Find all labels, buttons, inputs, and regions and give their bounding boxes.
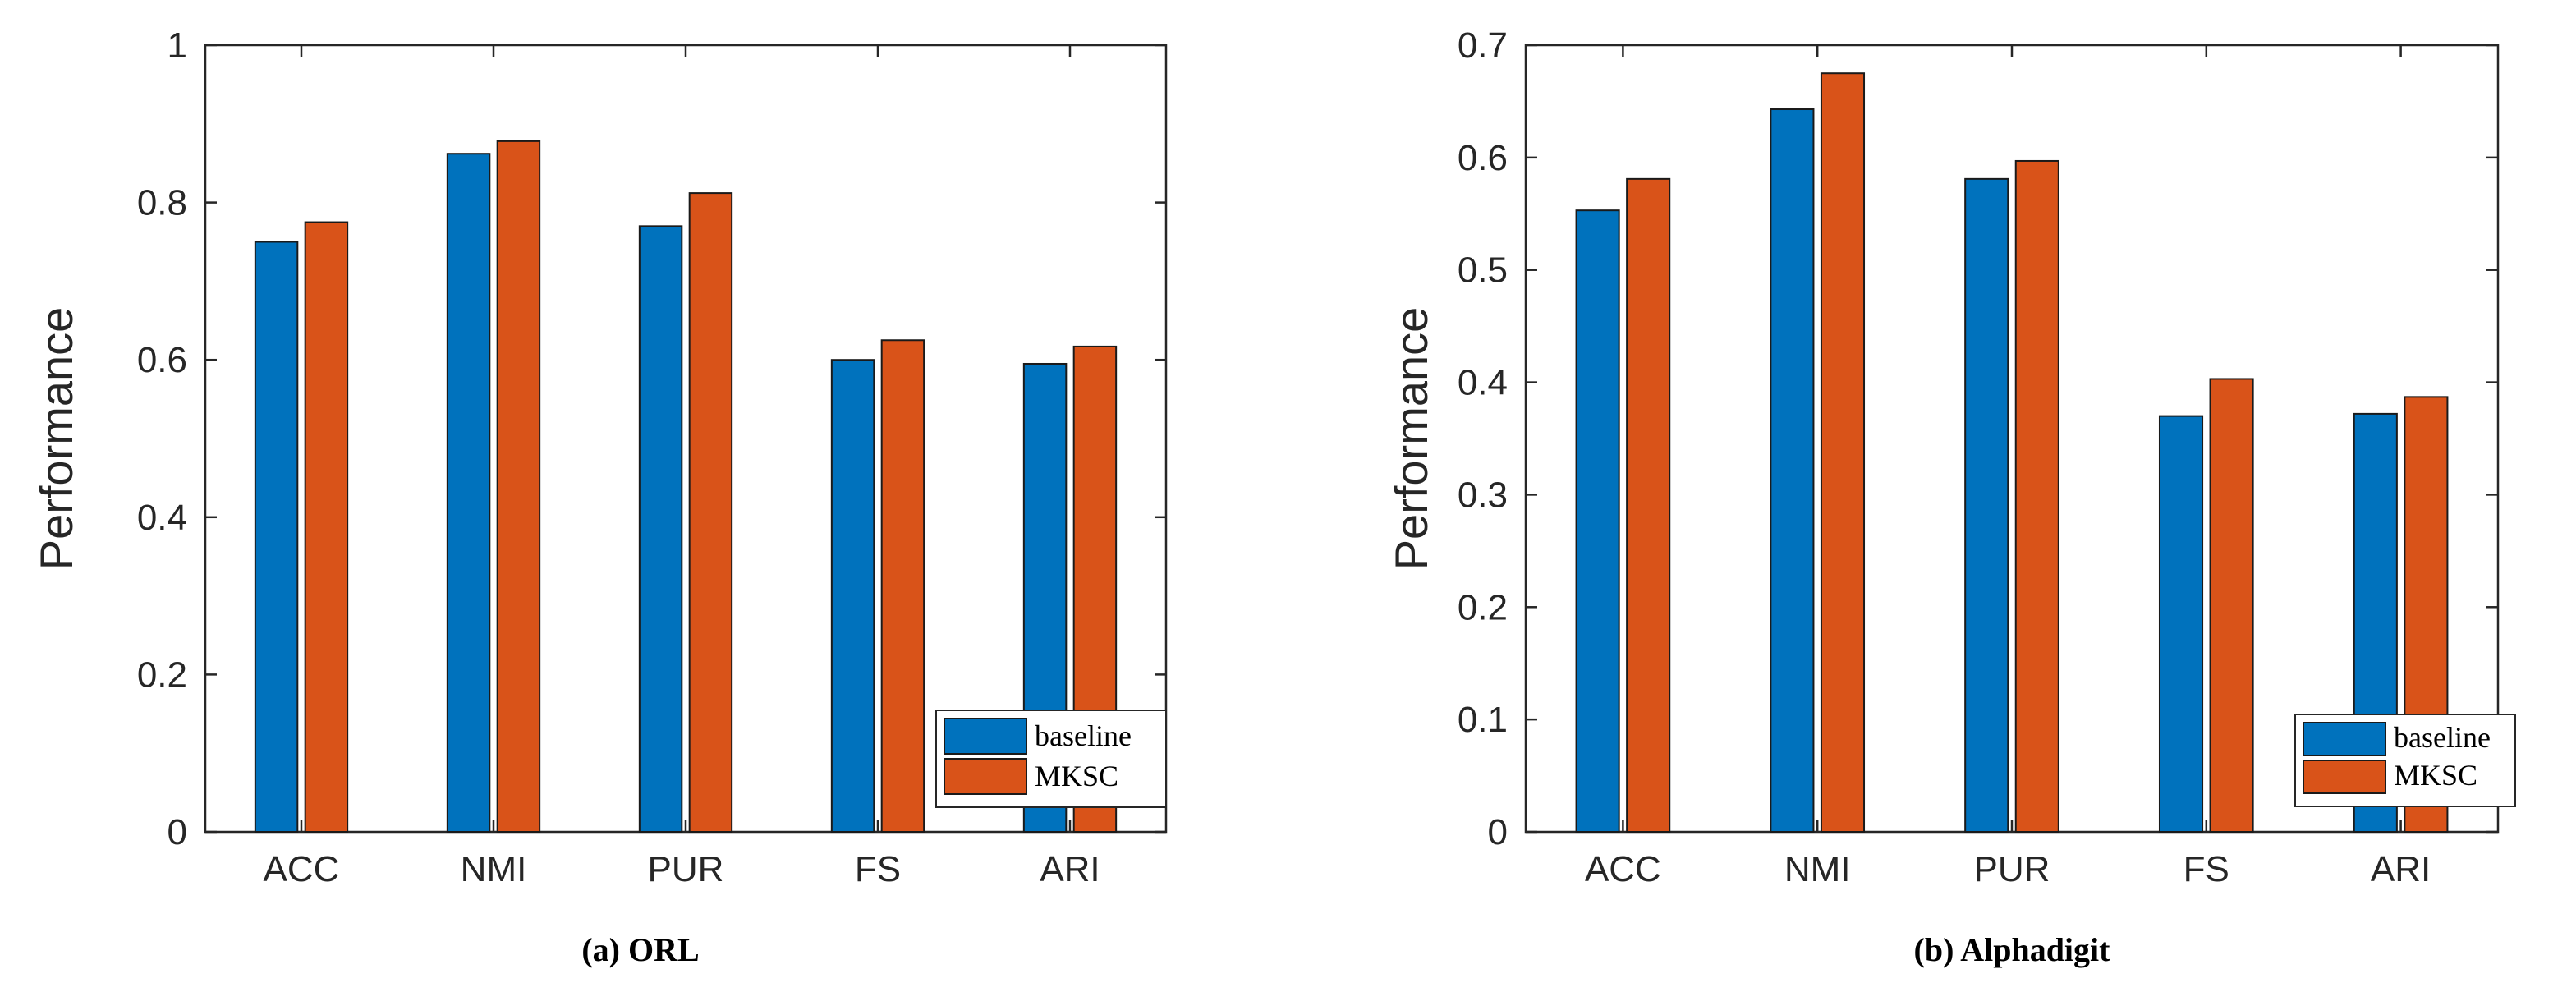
x-tick-label-ari: ARI: [2371, 849, 2431, 889]
y-tick-label: 0.6: [1458, 138, 1508, 178]
bar-baseline-nmi: [446, 153, 491, 834]
y-tick-label: 0.4: [137, 498, 187, 538]
y-tick-label: 0: [168, 812, 187, 852]
bar-baseline-acc: [1575, 209, 1620, 833]
legend-label-baseline: baseline: [1035, 719, 1132, 752]
y-tick-label: 0.4: [1458, 363, 1508, 403]
y-tick-label: 0.7: [1458, 25, 1508, 66]
x-tick-label-fs: FS: [2183, 849, 2229, 889]
legend-swatch-baseline: [2303, 722, 2386, 756]
bar-mksc-fs: [2209, 378, 2254, 834]
y-tick-label: 0.5: [1458, 250, 1508, 291]
y-tick-label: 0.6: [137, 340, 187, 380]
legend-swatch-baseline: [944, 718, 1027, 755]
legend-label-mksc: MKSC: [1035, 760, 1118, 792]
x-tick-label-acc: ACC: [1585, 849, 1661, 889]
legend-label-baseline: baseline: [2394, 721, 2491, 754]
y-tick-label: 1: [168, 25, 187, 66]
bar-mksc-fs: [880, 339, 925, 833]
y-tick-label: 0.8: [137, 183, 187, 223]
x-tick-label-nmi: NMI: [1784, 849, 1851, 889]
x-tick-label-pur: PUR: [648, 849, 724, 889]
legend-swatch-mksc: [944, 758, 1027, 795]
bar-mksc-nmi: [496, 140, 541, 834]
y-tick-label: 0.2: [1458, 587, 1508, 627]
bar-mksc-pur: [2014, 159, 2059, 834]
bar-baseline-nmi: [1770, 108, 1815, 834]
chart-panel-2: 0 0.1 0.2 0.3 0.4 0.5 0.6 0.7 Performance ACC NMI P…: [1385, 25, 2516, 968]
x-tick-label-nmi: NMI: [461, 849, 527, 889]
figure-caption: (a) ORL: [581, 931, 699, 968]
y-tick-label: 0: [1488, 812, 1508, 852]
bar-mksc-nmi: [1820, 72, 1866, 833]
bar-mksc-acc: [1626, 177, 1671, 834]
x-tick-label-pur: PUR: [1974, 849, 2050, 889]
y-tick-label: 0.1: [1458, 700, 1508, 740]
legend: baseline MKSC: [935, 710, 1167, 808]
x-tick-label-ari: ARI: [1040, 849, 1100, 889]
bar-baseline-fs: [830, 359, 875, 833]
figure-caption: (b) Alphadigit: [1914, 931, 2111, 968]
bar-baseline-fs: [2158, 415, 2204, 833]
y-axis-label: Performance: [30, 307, 82, 571]
bar-mksc-acc: [304, 221, 349, 833]
bar-baseline-pur: [1964, 177, 2009, 834]
bar-baseline-acc: [254, 241, 299, 833]
legend-label-mksc: MKSC: [2394, 759, 2477, 792]
legend-swatch-mksc: [2303, 760, 2386, 794]
bar-mksc-pur: [688, 192, 733, 833]
x-tick-label-fs: FS: [855, 849, 901, 889]
bar-baseline-pur: [638, 225, 683, 833]
legend: baseline MKSC: [2294, 714, 2516, 807]
y-tick-label: 0.3: [1458, 475, 1508, 515]
y-tick-label: 0.2: [137, 654, 187, 695]
chart-panel-1: 0 0.2 0.4 0.6 0.8 1 Performance ACC NMI PUR FS ARI b…: [30, 25, 1168, 968]
x-tick-label-acc: ACC: [264, 849, 340, 889]
y-axis-label: Performance: [1385, 307, 1437, 571]
